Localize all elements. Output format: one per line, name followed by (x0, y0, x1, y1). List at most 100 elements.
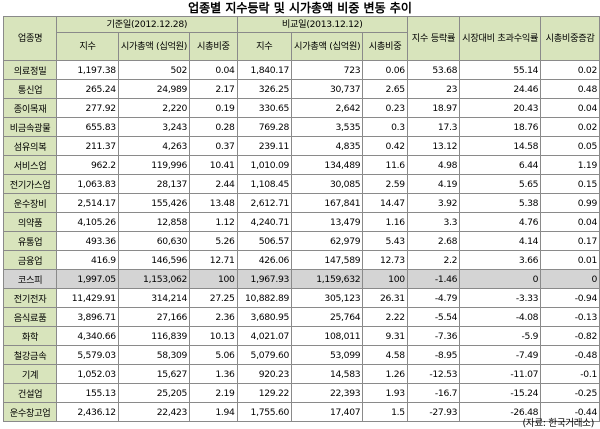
value-cell: 24,989 (117, 79, 191, 99)
value-cell: 10.41 (189, 155, 238, 175)
value-cell: 0.23 (362, 98, 408, 118)
value-cell: 1,997.05 (56, 269, 119, 289)
value-cell: 506.57 (236, 231, 293, 251)
value-cell: 27.25 (189, 288, 238, 308)
value-cell: 0.48 (540, 79, 600, 99)
sector-name-cell: 서비스업 (2, 155, 58, 175)
value-cell: 2.19 (189, 383, 238, 403)
value-cell: 5.38 (459, 193, 542, 213)
value-cell: 5.43 (362, 231, 408, 251)
value-cell: 1.36 (189, 364, 238, 384)
value-cell: 18.76 (459, 117, 542, 137)
value-cell: 147,589 (291, 250, 364, 270)
value-cell: 20.43 (459, 98, 542, 118)
value-cell: 502 (117, 60, 191, 80)
value-cell: 100 (362, 269, 408, 289)
sector-name-cell: 화학 (2, 326, 58, 346)
value-cell: 493.36 (56, 231, 119, 251)
value-cell: 13.12 (406, 136, 461, 156)
value-cell: 0.99 (540, 193, 600, 213)
value-cell: 1,063.83 (56, 174, 119, 194)
value-cell: 2.2 (406, 250, 461, 270)
value-cell: 155,426 (117, 193, 191, 213)
value-cell: -12.53 (406, 364, 461, 384)
value-cell: 2.22 (362, 307, 408, 327)
value-cell: 3.66 (459, 250, 542, 270)
value-cell: 17,407 (291, 402, 364, 422)
value-cell: -0.44 (540, 402, 600, 422)
table-row: 운수창고업 2,436.12 22,423 1.94 1,755.60 17,407 1.5… (2, 402, 600, 422)
value-cell: 0.17 (540, 231, 600, 251)
value-cell: 3,243 (117, 117, 191, 137)
sector-name-cell: 종이목재 (2, 98, 58, 118)
value-cell: 5.06 (189, 345, 238, 365)
value-cell: 9.31 (362, 326, 408, 346)
value-cell: 277.92 (56, 98, 119, 118)
table-row: 서비스업 962.2 119,996 10.41 1,010.09 134,489 11.6… (2, 155, 600, 175)
value-cell: -27.93 (406, 402, 461, 422)
value-cell: 4,240.71 (236, 212, 293, 232)
table-row: 비금속광물 655.83 3,243 0.28 769.28 3,535 0.3 17.3 18… (2, 117, 600, 137)
value-cell: 1.16 (362, 212, 408, 232)
value-cell: 326.25 (236, 79, 293, 99)
value-cell: 211.37 (56, 136, 119, 156)
value-cell: 723 (291, 60, 364, 80)
sector-name-cell: 코스피 (2, 269, 58, 289)
value-cell: 2,642 (291, 98, 364, 118)
value-cell: 5,579.03 (56, 345, 119, 365)
table-row: 유통업 493.36 60,630 5.26 506.57 62,979 5.43 2.68 4… (2, 231, 600, 251)
sector-name-cell: 통신업 (2, 79, 58, 99)
value-cell: 62,979 (291, 231, 364, 251)
value-cell: 3,535 (291, 117, 364, 137)
value-cell: 4.76 (459, 212, 542, 232)
value-cell: -0.94 (540, 288, 600, 308)
value-cell: 0 (540, 269, 600, 289)
header-base-period: 기준일(2012.12.28) (56, 16, 238, 33)
sector-name-cell: 전기전자 (2, 288, 58, 308)
value-cell: 1.94 (189, 402, 238, 422)
value-cell: 12.71 (189, 250, 238, 270)
value-cell: 30,085 (291, 174, 364, 194)
value-cell: 1.19 (540, 155, 600, 175)
value-cell: -5.54 (406, 307, 461, 327)
value-cell: 5,079.60 (236, 345, 293, 365)
table-row: 음식료품 3,896.71 27,166 2.36 3,680.95 25,764 2.22… (2, 307, 600, 327)
sector-name-cell: 의료정밀 (2, 60, 58, 80)
value-cell: 4.14 (459, 231, 542, 251)
header-weight-change: 시총비중증감 (540, 16, 600, 61)
value-cell: 100 (189, 269, 238, 289)
value-cell: 28,137 (117, 174, 191, 194)
table-row: 금융업 416.9 146,596 12.71 426.06 147,589 12.73 2.… (2, 250, 600, 270)
value-cell: 17.3 (406, 117, 461, 137)
sector-table: 업종명 기준일(2012.12.28) 비교일(2013.12.12) 지수 등… (2, 16, 600, 422)
value-cell: 0.04 (540, 212, 600, 232)
value-cell: 239.11 (236, 136, 293, 156)
value-cell: 13.48 (189, 193, 238, 213)
value-cell: 116,839 (117, 326, 191, 346)
header-base-cap-weight: 시총비중 (189, 32, 238, 61)
table-row: 전기전자 11,429.91 314,214 27.25 10,882.89 305,12… (2, 288, 600, 308)
sector-name-cell: 음식료품 (2, 307, 58, 327)
value-cell: 4,263 (117, 136, 191, 156)
value-cell: 4.98 (406, 155, 461, 175)
sector-name-cell: 운수장비 (2, 193, 58, 213)
value-cell: 3,680.95 (236, 307, 293, 327)
sector-name-cell: 기계 (2, 364, 58, 384)
sector-name-cell: 철강금속 (2, 345, 58, 365)
value-cell: -1.46 (406, 269, 461, 289)
value-cell: 2,612.71 (236, 193, 293, 213)
value-cell: 1.26 (362, 364, 408, 384)
value-cell: 25,764 (291, 307, 364, 327)
value-cell: 14.47 (362, 193, 408, 213)
sector-name-cell: 섬유의복 (2, 136, 58, 156)
value-cell: -26.48 (459, 402, 542, 422)
header-index-change: 지수 등락률 (406, 16, 461, 61)
value-cell: 27,166 (117, 307, 191, 327)
value-cell: 1,108.45 (236, 174, 293, 194)
value-cell: 12.73 (362, 250, 408, 270)
value-cell: 146,596 (117, 250, 191, 270)
value-cell: 0.3 (362, 117, 408, 137)
sector-name-cell: 건설업 (2, 383, 58, 403)
value-cell: -0.25 (540, 383, 600, 403)
